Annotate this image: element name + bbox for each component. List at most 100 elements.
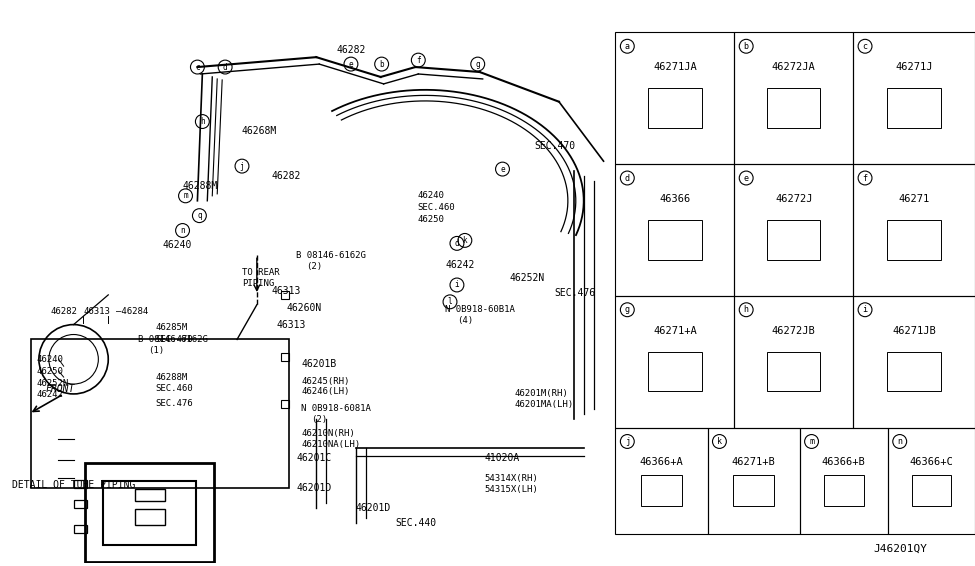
Bar [648, 352, 702, 392]
Bar [767, 220, 821, 260]
Text: 46250: 46250 [37, 367, 63, 376]
Text: g: g [625, 305, 630, 314]
Bar [853, 164, 975, 296]
Text: 46366+C: 46366+C [910, 457, 954, 468]
Text: 46201D: 46201D [296, 483, 332, 493]
Text: m: m [809, 437, 814, 446]
Bar [73, 500, 88, 508]
Text: k: k [717, 437, 722, 446]
Text: 46271: 46271 [898, 194, 930, 204]
Text: SEC.476: SEC.476 [156, 400, 193, 408]
Text: 46268M: 46268M [242, 126, 277, 136]
Text: 46252N: 46252N [509, 273, 545, 283]
Text: 46282: 46282 [272, 171, 301, 181]
Text: 46313: 46313 [84, 307, 110, 316]
Bar [912, 475, 951, 507]
Text: 41020A: 41020A [485, 453, 520, 464]
Text: 54314X(RH): 54314X(RH) [485, 474, 538, 483]
Text: n: n [180, 226, 185, 235]
Text: 46252N: 46252N [37, 379, 69, 388]
Text: 46242: 46242 [445, 260, 475, 270]
Bar [853, 32, 975, 164]
Bar [73, 525, 88, 533]
Bar [615, 296, 734, 428]
Text: SEC.440: SEC.440 [396, 518, 437, 528]
Text: PIPING: PIPING [242, 280, 274, 289]
Text: e: e [500, 165, 505, 174]
Text: 46366: 46366 [659, 194, 690, 204]
Bar [615, 164, 734, 296]
Text: f: f [416, 55, 420, 65]
Text: 46240: 46240 [417, 191, 445, 200]
Bar [767, 352, 821, 392]
Text: 46271+A: 46271+A [653, 325, 697, 336]
Text: N 0B918-6081A: N 0B918-6081A [301, 404, 371, 413]
Text: 46313: 46313 [272, 286, 301, 296]
Text: 46272JB: 46272JB [772, 325, 816, 336]
Bar [86, 464, 214, 563]
Bar [615, 428, 708, 534]
Text: N 0B918-60B1A: N 0B918-60B1A [445, 305, 515, 314]
Bar [31, 340, 289, 488]
Text: 46242: 46242 [37, 391, 63, 400]
Text: 46210N(RH): 46210N(RH) [301, 429, 355, 438]
Text: b: b [379, 59, 384, 68]
Text: DETAIL OF TUBE PIPING: DETAIL OF TUBE PIPING [12, 480, 136, 490]
Text: d: d [223, 63, 227, 71]
Text: 46201MA(LH): 46201MA(LH) [515, 400, 573, 409]
Text: 46271JA: 46271JA [653, 62, 697, 72]
Text: 46245(RH): 46245(RH) [301, 376, 350, 385]
Text: B 08146-6162G: B 08146-6162G [138, 335, 208, 344]
Text: i: i [454, 281, 459, 289]
Bar [886, 220, 942, 260]
Text: SEC.470: SEC.470 [534, 142, 575, 151]
Text: 46285M: 46285M [156, 323, 188, 332]
Text: (2): (2) [306, 261, 323, 271]
Text: g: g [476, 59, 480, 68]
Text: 46210NA(LH): 46210NA(LH) [301, 440, 361, 449]
Text: d: d [625, 174, 630, 182]
Bar [73, 480, 88, 488]
Text: 46260N: 46260N [287, 303, 322, 313]
Text: 46271JB: 46271JB [892, 325, 936, 336]
Text: SEC.476: SEC.476 [554, 288, 595, 298]
Text: 46272J: 46272J [775, 194, 812, 204]
Bar [733, 475, 774, 507]
Bar [734, 164, 853, 296]
Text: SEC.460: SEC.460 [417, 203, 455, 212]
Text: 46201B: 46201B [301, 359, 336, 369]
Bar [281, 400, 289, 408]
Text: l: l [448, 297, 452, 306]
Text: TO REAR: TO REAR [242, 268, 280, 277]
Text: 46282: 46282 [336, 45, 366, 55]
Text: 46288M: 46288M [182, 181, 217, 191]
Text: c: c [195, 63, 200, 71]
Text: 46288M: 46288M [156, 372, 188, 381]
Text: c: c [863, 42, 868, 51]
Bar [648, 220, 702, 260]
Text: SEC.470: SEC.470 [156, 335, 193, 344]
Text: e: e [349, 59, 353, 68]
Text: FRONT: FRONT [46, 384, 75, 394]
Bar [708, 428, 800, 534]
Text: 54315X(LH): 54315X(LH) [485, 484, 538, 494]
Bar [135, 489, 165, 501]
Text: 46366+A: 46366+A [640, 457, 683, 468]
Bar [281, 353, 289, 361]
Bar [734, 296, 853, 428]
Text: n: n [897, 437, 902, 446]
Text: 46201D: 46201D [356, 503, 391, 513]
Text: (2): (2) [311, 415, 328, 424]
Text: 46201C: 46201C [296, 453, 332, 464]
Text: j: j [240, 162, 245, 170]
Text: i: i [863, 305, 868, 314]
Text: –46284: –46284 [116, 307, 148, 316]
Text: 46366+B: 46366+B [822, 457, 866, 468]
Text: 46201M(RH): 46201M(RH) [515, 389, 568, 398]
Text: 46313: 46313 [277, 320, 306, 329]
Text: 46271J: 46271J [895, 62, 933, 72]
Text: h: h [744, 305, 749, 314]
Text: f: f [863, 174, 868, 182]
Text: d: d [454, 239, 459, 248]
Text: 46240: 46240 [163, 241, 192, 250]
